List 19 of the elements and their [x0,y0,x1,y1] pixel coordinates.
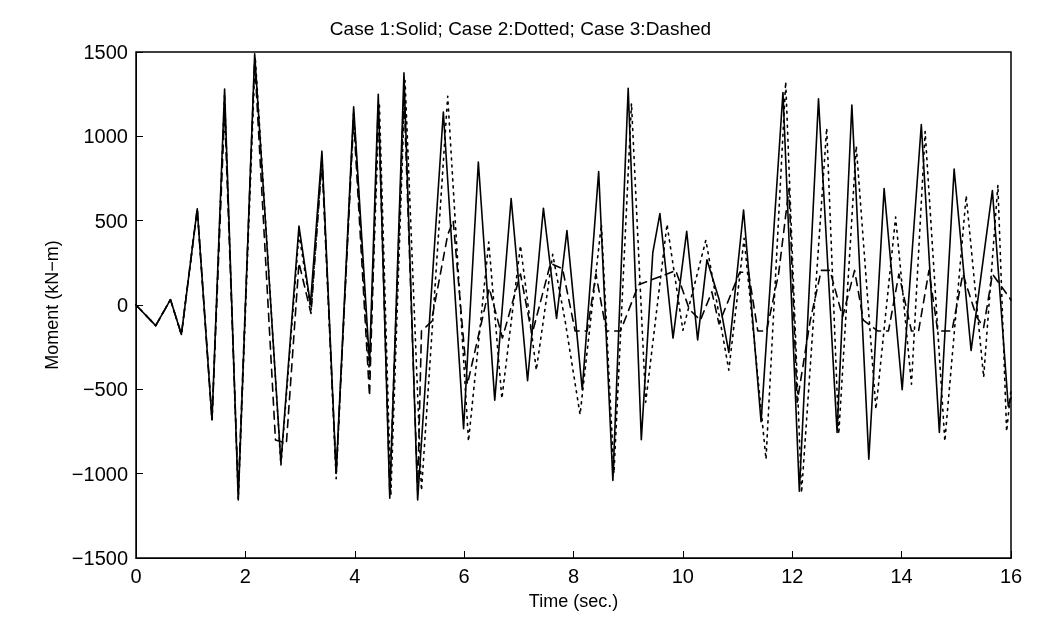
y-tick-label: 500 [94,209,128,232]
x-tick-label: 2 [239,565,251,587]
x-tick-label: 16 [999,565,1023,587]
y-tick-label: 1500 [83,41,128,63]
x-axis-title: Time (sec.) [528,591,619,611]
x-tick-label: 10 [671,565,694,587]
x-tick-label: 0 [130,565,142,587]
x-tick-label: 14 [890,565,913,587]
chart-title: Case 1:Solid; Case 2:Dotted; Case 3:Dashed [329,18,712,39]
y-tick-label: −1000 [71,462,128,485]
y-tick-label: −500 [82,378,128,401]
y-tick-label: −1500 [71,547,128,569]
x-tick-label: 4 [349,565,361,587]
x-tick-label: 12 [781,565,804,587]
y-axis-title: Moment (kN−m) [41,240,62,370]
x-tick-label: 6 [458,565,470,587]
y-tick-label: 0 [116,294,128,316]
y-tick-label: 1000 [83,125,128,148]
x-tick-label: 8 [567,565,580,587]
